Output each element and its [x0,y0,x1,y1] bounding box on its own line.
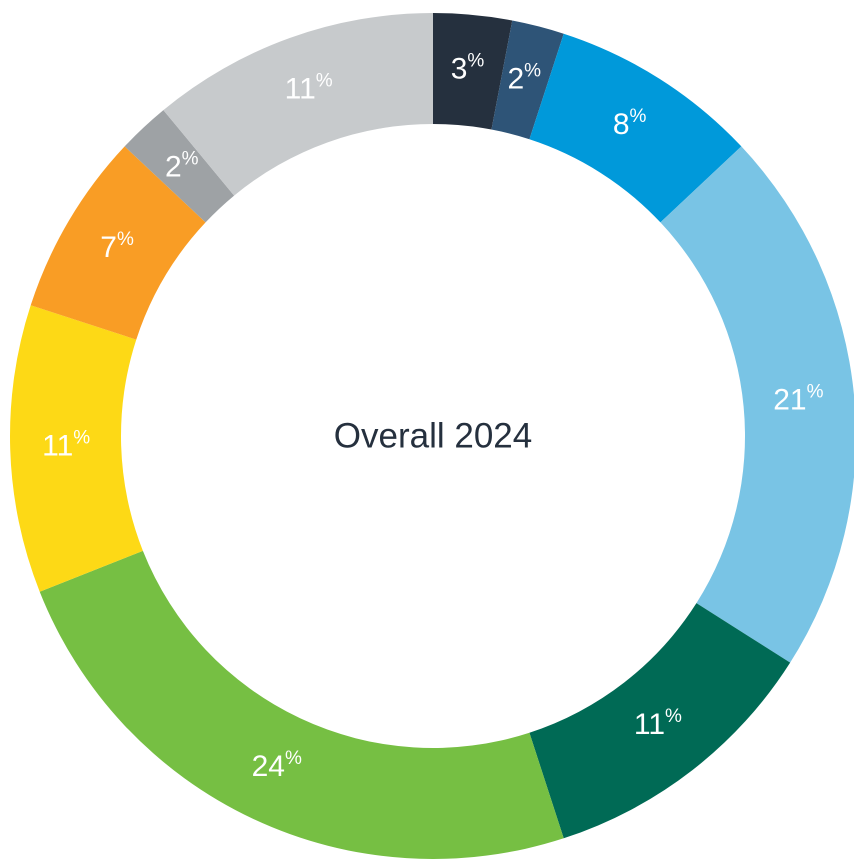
donut-segment [529,603,791,839]
donut-segment [433,13,513,130]
donut-segment [30,146,206,340]
data-label: 11% [42,428,90,463]
donut-segment [9,305,143,592]
data-label: 11% [285,71,333,106]
chart-title: Overall 2024 [334,416,532,455]
donut-segment [39,550,564,859]
data-label: 2% [507,61,541,96]
data-label: 3% [451,51,485,86]
donut-segment [163,13,433,196]
data-label: 8% [613,106,647,141]
donut-segment [491,20,564,140]
data-label: 24% [252,748,302,783]
data-label: 21% [773,381,823,416]
donut-segment [124,110,235,223]
data-label: 11% [634,706,682,741]
data-label: 2% [165,148,199,183]
donut-segment [529,33,742,223]
data-label: 7% [100,229,134,264]
donut-segment [660,146,854,663]
